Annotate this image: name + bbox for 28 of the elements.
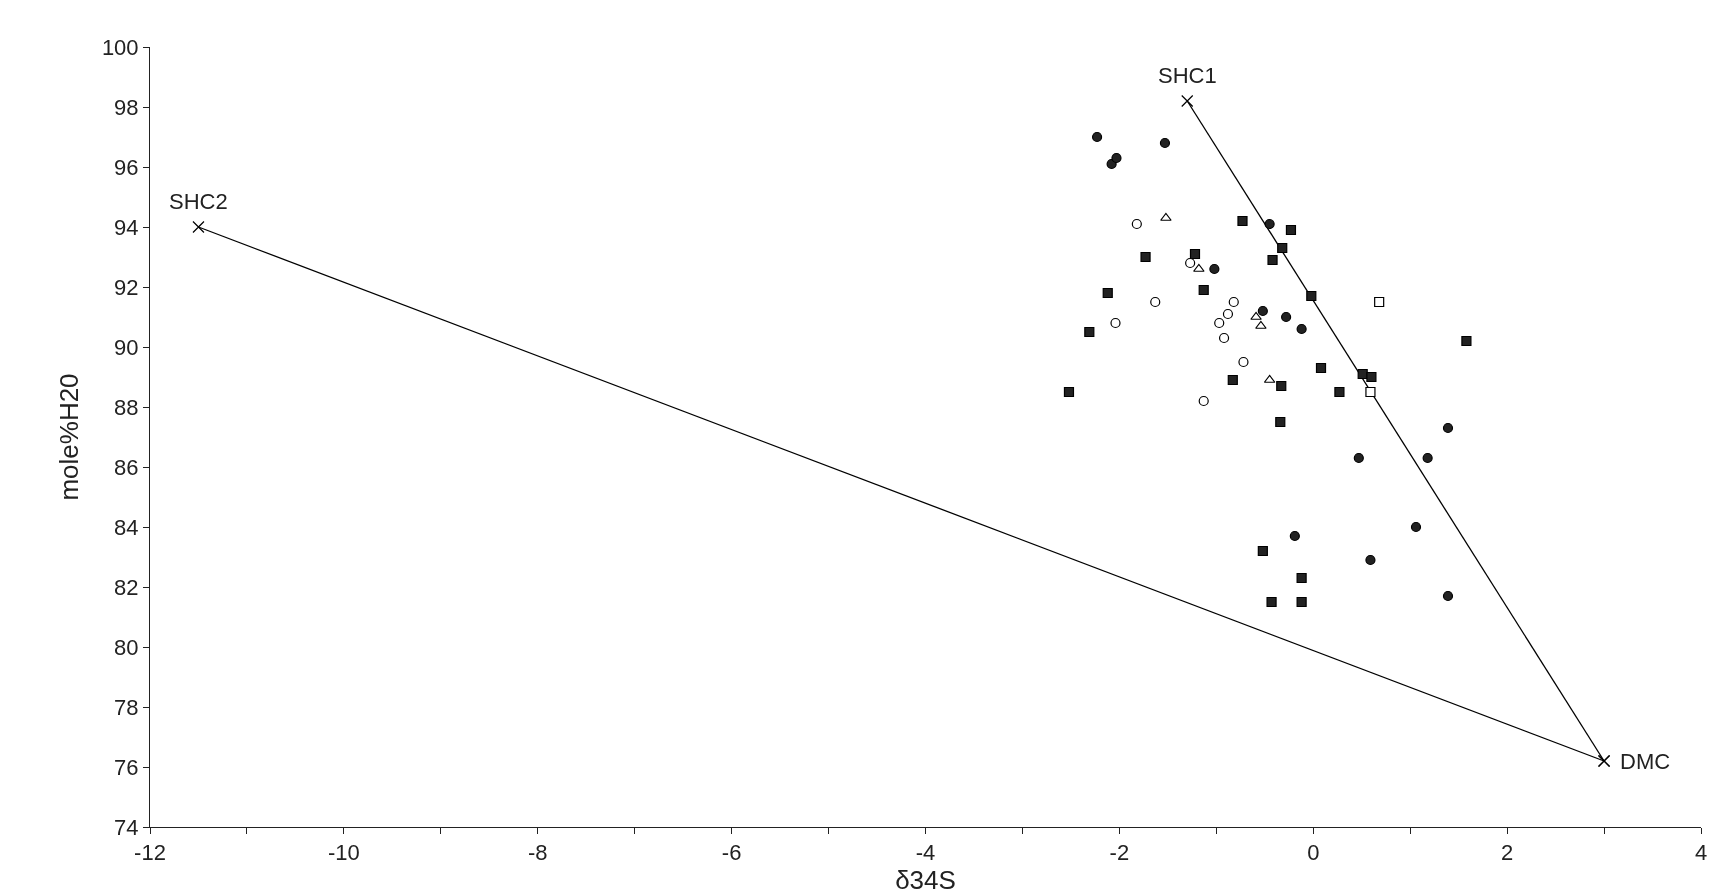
annotation: DMC (1620, 749, 1671, 774)
x-tick-label: 0 (1307, 840, 1320, 866)
y-tick-label: 98 (114, 94, 139, 120)
annotation: SHC2 (169, 189, 228, 214)
y-tick-label: 90 (114, 334, 139, 360)
x-tick-label: -2 (1109, 840, 1130, 866)
y-tick-label: 74 (114, 814, 139, 840)
x-tick-label: 4 (1694, 840, 1708, 866)
x-tick-label: -4 (915, 840, 936, 866)
y-tick-label: 94 (114, 214, 139, 240)
x-tick-label: 2 (1501, 840, 1514, 866)
y-tick-label: 80 (114, 634, 139, 660)
annotation: SHC1 (1158, 63, 1217, 88)
y-tick-label: 76 (114, 754, 139, 780)
y-tick-label: 82 (114, 574, 139, 600)
y-tick-label: 100 (101, 34, 139, 60)
x-tick-label: -6 (721, 840, 742, 866)
x-tick-label: -8 (527, 840, 548, 866)
y-tick-label: 96 (114, 154, 139, 180)
y-tick-label: 84 (114, 514, 139, 540)
y-tick-label: 92 (114, 274, 139, 300)
x-tick-label: -12 (134, 840, 166, 866)
y-tick-label: 88 (114, 394, 139, 420)
x-tick-label: -10 (327, 840, 360, 866)
y-axis-title: mole%H20 (54, 373, 85, 501)
x-axis-title: δ34S (895, 865, 956, 896)
y-tick-label: 86 (114, 454, 139, 480)
y-tick-label: 78 (114, 694, 139, 720)
